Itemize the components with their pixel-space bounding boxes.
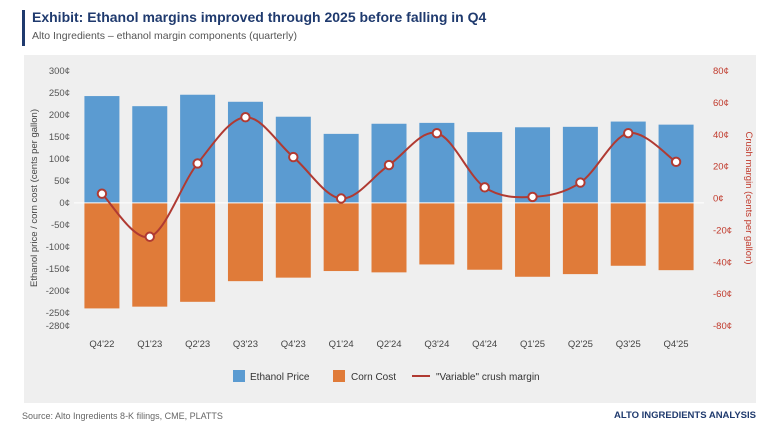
crush-margin-point <box>240 112 251 123</box>
crush-margin-point <box>383 159 395 171</box>
crush-margin-point <box>192 158 203 169</box>
x-axis-ticks: Q4'22 Q1'23 Q2'23 Q3'23 Q4'23 Q1'24 Q2'24 Q3'24… <box>89 339 688 350</box>
left-tick-label: -50¢ <box>51 220 70 231</box>
left-tick-label: -100¢ <box>46 242 70 253</box>
crush-margin-point <box>670 156 682 168</box>
left-axis-ticks: 300¢ 250¢ 200¢ 150¢ 100¢ 50¢ 0¢ -50¢ -100¢ -150¢ -… <box>46 66 70 332</box>
corn-cost-bar <box>610 202 646 266</box>
crush-margin-point <box>288 151 299 163</box>
legend-ethanol-label: Ethanol Price <box>250 372 310 383</box>
ethanol-price-bar <box>132 106 168 203</box>
crush-margin-point <box>479 182 490 193</box>
corn-cost-bar <box>275 202 311 278</box>
legend-corn-label: Corn Cost <box>351 372 396 383</box>
x-tick-label: Q1'25 <box>520 339 545 350</box>
x-tick-label: Q3'24 <box>424 339 449 350</box>
corn-cost-bar <box>180 202 216 302</box>
right-tick-label: -20¢ <box>713 225 732 236</box>
left-tick-label: 200¢ <box>49 110 70 121</box>
left-tick-label: 300¢ <box>49 66 70 77</box>
right-axis-title: Crush margin (cents per gallon) <box>743 131 754 264</box>
margin-line <box>96 112 682 242</box>
corn-cost-bar <box>515 202 551 277</box>
corn-cost-bar <box>419 202 455 265</box>
x-tick-label: Q4'25 <box>664 339 689 350</box>
ethanol-price-bar <box>515 127 551 203</box>
right-tick-label: 0¢ <box>713 194 724 205</box>
right-axis-ticks: 80¢ 60¢ 40¢ 20¢ 0¢ -20¢ -40¢ -60¢ -80¢ <box>713 66 732 332</box>
x-tick-label: Q3'25 <box>616 339 641 350</box>
crush-margin-point <box>527 191 538 203</box>
right-tick-label: -80¢ <box>713 321 732 332</box>
x-tick-label: Q1'23 <box>137 339 162 350</box>
legend-margin-label: "Variable" crush margin <box>436 372 540 383</box>
left-tick-label: 250¢ <box>49 88 70 99</box>
legend: Ethanol Price Corn Cost "Variable" crush m… <box>233 370 540 383</box>
corn-cost-bar <box>132 202 168 307</box>
chart-subtitle: Alto Ingredients – ethanol margin compon… <box>32 30 297 42</box>
chart-title: Exhibit: Ethanol margins improved throug… <box>32 9 487 25</box>
left-tick-label: -250¢ <box>46 308 70 319</box>
legend-ethanol-swatch <box>233 370 245 382</box>
right-tick-label: 80¢ <box>713 66 729 77</box>
header-accent-bar <box>22 10 25 46</box>
brand-label: ALTO INGREDIENTS ANALYSIS <box>614 410 756 421</box>
crush-margin-point <box>431 127 443 139</box>
left-tick-label: 150¢ <box>49 132 70 143</box>
ethanol-price-bar <box>323 133 359 203</box>
crush-margin-point <box>335 193 347 204</box>
x-tick-label: Q4'23 <box>281 339 306 350</box>
x-tick-label: Q3'23 <box>233 339 258 350</box>
corn-cost-bar <box>84 202 120 309</box>
corn-cost-bar <box>658 202 694 271</box>
ethanol-price-bar <box>562 126 598 203</box>
x-tick-label: Q2'24 <box>376 339 401 350</box>
crush-margin-point <box>575 177 586 188</box>
crush-margin-point <box>96 188 108 199</box>
crush-margin-point <box>623 127 634 139</box>
legend-corn-swatch <box>333 370 345 382</box>
right-tick-label: -40¢ <box>713 257 732 268</box>
right-tick-label: 60¢ <box>713 98 729 109</box>
x-tick-label: Q2'25 <box>568 339 593 350</box>
corn-cost-bar <box>323 202 359 272</box>
corn-cost-bar <box>467 202 503 270</box>
source-note: Source: Alto Ingredients 8-K filings, CM… <box>22 411 223 421</box>
left-axis-title: Ethanol price / corn cost (cents per gal… <box>29 109 40 287</box>
x-tick-label: Q1'24 <box>329 339 354 350</box>
right-tick-label: -60¢ <box>713 289 732 300</box>
left-tick-label: 0¢ <box>59 198 70 209</box>
left-tick-label: -200¢ <box>46 286 70 297</box>
corn-cost-bar <box>227 202 263 282</box>
bars <box>84 94 694 309</box>
left-tick-label: -150¢ <box>46 264 70 275</box>
x-tick-label: Q4'22 <box>89 339 114 350</box>
crush-margin-point <box>144 231 155 242</box>
left-tick-label: 50¢ <box>54 176 70 187</box>
right-tick-label: 40¢ <box>713 130 729 141</box>
left-tick-label: 100¢ <box>49 154 70 165</box>
x-tick-label: Q2'23 <box>185 339 210 350</box>
left-tick-label: -280¢ <box>46 321 70 332</box>
x-tick-label: Q4'24 <box>472 339 497 350</box>
ethanol-price-bar <box>84 96 120 203</box>
right-tick-label: 20¢ <box>713 162 729 173</box>
corn-cost-bar <box>562 202 598 275</box>
corn-cost-bar <box>371 202 407 273</box>
